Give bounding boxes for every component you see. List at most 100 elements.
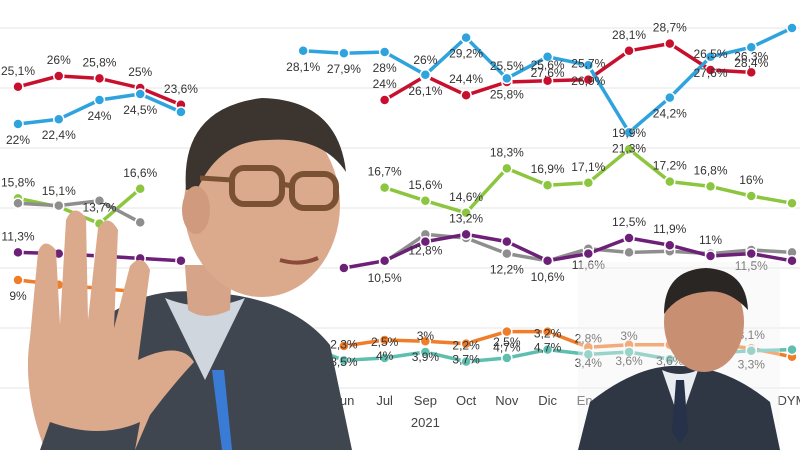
data-label: 3,1% [738, 328, 766, 342]
data-points [12, 22, 798, 368]
data-label: 28,1% [612, 28, 646, 42]
data-point [12, 81, 24, 93]
data-point [93, 72, 106, 85]
data-label: 3,6% [615, 354, 643, 368]
data-label: 25,5% [490, 59, 524, 73]
data-point [378, 94, 391, 106]
data-point [419, 335, 432, 347]
data-label: 3% [417, 329, 435, 343]
data-point [297, 45, 309, 57]
data-point [419, 195, 432, 207]
data-point [704, 180, 717, 193]
data-point [378, 255, 391, 267]
series-line [383, 41, 752, 102]
data-label: 18,3% [490, 145, 524, 159]
data-point [623, 232, 635, 244]
data-point [93, 195, 106, 207]
data-point [338, 354, 350, 367]
data-point [745, 66, 758, 79]
data-point [419, 346, 432, 358]
data-point [582, 73, 595, 86]
data-point [582, 247, 595, 260]
data-label: 10,6% [531, 270, 565, 284]
data-point [93, 94, 106, 106]
data-point [460, 337, 472, 350]
data-label: 3,7% [452, 353, 480, 367]
data-label: 26,3% [734, 49, 768, 63]
data-point [134, 88, 146, 100]
data-label: 14,6% [449, 190, 483, 204]
data-point [745, 345, 758, 357]
data-label: 28,1% [286, 60, 320, 74]
data-point [378, 352, 391, 364]
data-label: 2,2% [452, 339, 480, 353]
data-point [745, 41, 758, 53]
data-point [12, 246, 24, 259]
data-point [745, 190, 758, 202]
data-label: 25,8% [490, 87, 524, 101]
data-point [786, 197, 798, 209]
data-label: 29,2% [449, 47, 483, 61]
data-label: 16% [739, 173, 763, 187]
data-point [582, 348, 595, 361]
data-label: 16,6% [123, 166, 157, 180]
data-point [338, 47, 350, 59]
data-point [338, 340, 350, 352]
series-line [17, 199, 142, 224]
man-in-suit-photo [578, 262, 780, 450]
data-label: 26,9% [571, 74, 605, 88]
data-label: 27,6% [694, 66, 728, 80]
data-label: 24,5% [123, 103, 157, 117]
data-point [745, 247, 758, 260]
data-label: 2,3% [330, 337, 358, 351]
data-label: 27,6% [531, 66, 565, 80]
man-speaking-raised-hand-photo [27, 98, 352, 450]
data-label: 2,8% [575, 331, 603, 345]
data-label: 12,2% [490, 263, 524, 277]
data-label: 4% [376, 349, 394, 363]
data-label: 21,3% [612, 141, 646, 155]
data-label: 22,4% [42, 128, 76, 142]
data-label: 12,8% [408, 243, 442, 257]
data-point [623, 246, 635, 259]
data-label: 17,1% [571, 160, 605, 174]
data-label: 26% [47, 53, 71, 67]
x-tick-label: DYM [778, 393, 800, 408]
data-label: 12,5% [612, 215, 646, 229]
data-point [52, 113, 65, 125]
data-labels: 25,1% 26% 25,8% 25% 23,6% 24% 26% 24,4% 25,5% 25,… [1, 21, 769, 372]
data-label: 2,5% [371, 335, 399, 349]
data-point [378, 46, 391, 58]
data-point [664, 353, 676, 365]
data-point [501, 162, 513, 175]
data-label: 3,2% [534, 327, 562, 341]
data-point [338, 262, 350, 274]
data-point [582, 59, 595, 71]
data-label: 16,7% [368, 165, 402, 179]
data-label: 15,6% [408, 178, 442, 192]
data-point [501, 325, 513, 338]
data-label: 26,5% [694, 47, 728, 61]
data-point [501, 235, 513, 248]
data-label: 11,6% [572, 258, 605, 272]
data-point [541, 255, 554, 267]
data-label: 24% [87, 109, 111, 123]
data-point [12, 118, 24, 130]
data-label: 9% [9, 289, 27, 303]
data-label: 11,3% [1, 229, 34, 243]
data-point [12, 197, 24, 209]
data-point [704, 51, 717, 63]
data-label: 3% [620, 329, 638, 343]
data-point [541, 343, 554, 356]
x-tick-label: Jul [376, 393, 393, 408]
data-point [786, 22, 798, 34]
data-label: 11,9% [653, 222, 686, 236]
data-point [501, 72, 513, 85]
data-label: 26,1% [408, 84, 442, 98]
year-label: 2021 [411, 415, 440, 430]
data-point [460, 31, 472, 44]
data-point [460, 355, 472, 368]
data-label: 25,1% [1, 64, 35, 78]
x-tick-label: Oct [456, 393, 477, 408]
